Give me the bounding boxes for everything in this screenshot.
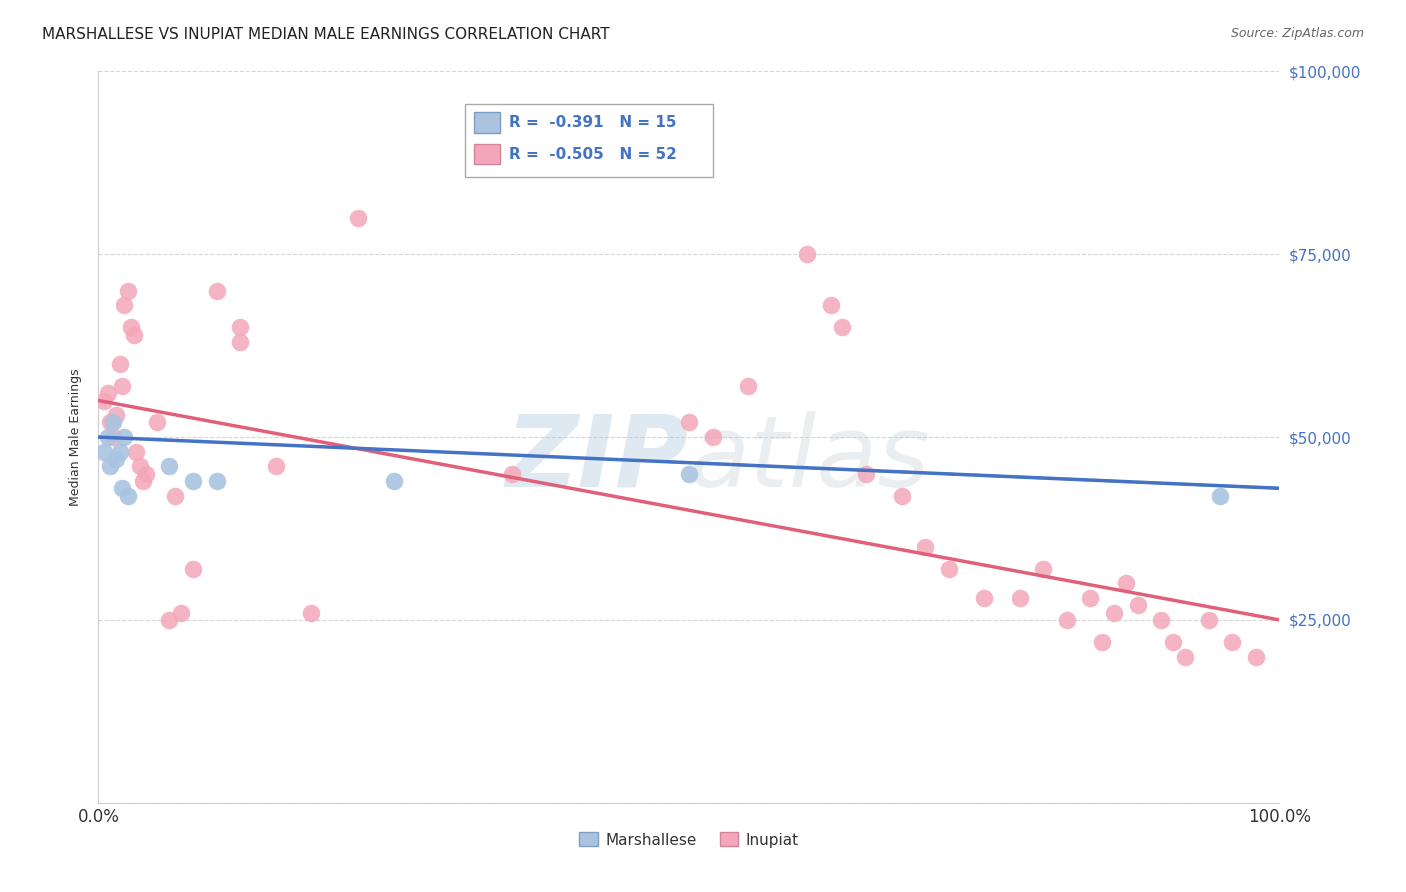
- Text: R =  -0.391   N = 15: R = -0.391 N = 15: [509, 115, 676, 130]
- Point: [796, 247, 818, 261]
- Point: [1091, 635, 1114, 649]
- Point: [1244, 649, 1267, 664]
- Point: [1150, 613, 1173, 627]
- Point: [146, 416, 169, 430]
- Point: [205, 474, 228, 488]
- Legend: Marshallese, Inupiat: Marshallese, Inupiat: [574, 826, 804, 854]
- Point: [105, 452, 128, 467]
- Text: MARSHALLESE VS INUPIAT MEDIAN MALE EARNINGS CORRELATION CHART: MARSHALLESE VS INUPIAT MEDIAN MALE EARNI…: [42, 27, 610, 42]
- Point: [1198, 613, 1220, 627]
- Point: [105, 408, 128, 422]
- Point: [1032, 562, 1054, 576]
- Point: [1126, 599, 1149, 613]
- Point: [111, 379, 134, 393]
- Point: [181, 474, 204, 488]
- Point: [973, 591, 995, 605]
- Point: [97, 386, 120, 401]
- Point: [117, 489, 139, 503]
- Point: [264, 459, 287, 474]
- Text: atlas: atlas: [689, 410, 931, 508]
- Point: [122, 327, 145, 342]
- Point: [229, 320, 252, 334]
- Point: [678, 467, 700, 481]
- Point: [165, 489, 187, 503]
- Point: [890, 489, 912, 503]
- Point: [737, 379, 759, 393]
- Point: [128, 459, 150, 474]
- Point: [1220, 635, 1243, 649]
- Point: [93, 444, 115, 458]
- Point: [111, 481, 134, 495]
- FancyBboxPatch shape: [464, 104, 713, 178]
- Point: [205, 284, 228, 298]
- Point: [97, 430, 120, 444]
- Point: [170, 606, 193, 620]
- Point: [112, 430, 135, 444]
- Point: [1209, 489, 1232, 503]
- Point: [108, 444, 131, 458]
- Point: [108, 357, 131, 371]
- Point: [299, 606, 322, 620]
- Point: [347, 211, 370, 225]
- Text: ZIP: ZIP: [506, 410, 689, 508]
- Point: [93, 393, 115, 408]
- Point: [914, 540, 936, 554]
- Point: [125, 444, 148, 458]
- Point: [135, 467, 157, 481]
- Point: [229, 334, 252, 349]
- Point: [501, 467, 523, 481]
- Point: [1161, 635, 1184, 649]
- Point: [101, 430, 124, 444]
- Point: [855, 467, 877, 481]
- Point: [98, 416, 121, 430]
- Y-axis label: Median Male Earnings: Median Male Earnings: [69, 368, 83, 506]
- Point: [382, 474, 405, 488]
- Point: [1080, 591, 1102, 605]
- Point: [831, 320, 853, 334]
- Bar: [474, 144, 501, 164]
- Point: [1102, 606, 1125, 620]
- Point: [101, 416, 124, 430]
- Point: [121, 320, 143, 334]
- Point: [702, 430, 724, 444]
- Point: [678, 416, 700, 430]
- Point: [157, 613, 180, 627]
- Point: [157, 459, 180, 474]
- Point: [98, 459, 121, 474]
- Point: [1115, 576, 1137, 591]
- Text: R =  -0.505   N = 52: R = -0.505 N = 52: [509, 146, 678, 161]
- Point: [938, 562, 960, 576]
- Point: [117, 284, 139, 298]
- Point: [1008, 591, 1031, 605]
- Point: [820, 298, 842, 312]
- Point: [1174, 649, 1197, 664]
- Point: [1056, 613, 1078, 627]
- Text: Source: ZipAtlas.com: Source: ZipAtlas.com: [1230, 27, 1364, 40]
- Point: [112, 298, 135, 312]
- Point: [181, 562, 204, 576]
- Bar: [474, 112, 501, 133]
- Point: [132, 474, 155, 488]
